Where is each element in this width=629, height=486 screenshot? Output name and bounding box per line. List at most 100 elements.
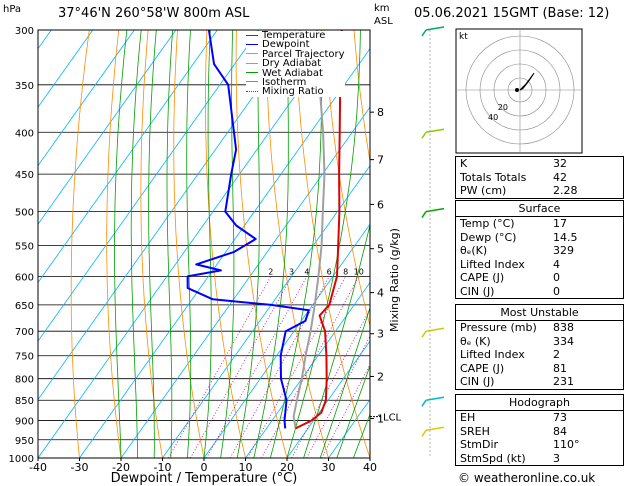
- mu-value: 2: [553, 348, 560, 361]
- temperature-tick-label: 10: [239, 461, 253, 474]
- mixing-ratio-line: [247, 276, 346, 458]
- surface-value: 14.5: [553, 230, 578, 244]
- wet-adiabat: [236, 30, 260, 458]
- indices-table: K 32 Totals Totals 42 PW (cm) 2.28: [455, 156, 624, 199]
- surface-value: 0: [553, 271, 560, 284]
- wet-adiabat: [166, 30, 174, 458]
- surface-row: CIN (J) 0: [456, 285, 623, 299]
- x-axis-label: Dewpoint / Temperature (°C): [111, 471, 298, 486]
- surface-label: CIN (J): [460, 284, 495, 298]
- mu-value: 81: [553, 361, 567, 375]
- mixing-ratio-line: [190, 276, 292, 458]
- dry-adiabat: [324, 30, 370, 328]
- mixing-ratio-label: 4: [304, 267, 309, 276]
- wind-barb-tick: [421, 29, 427, 37]
- pressure-tick-label: 350: [15, 81, 34, 92]
- location-title: 37°46'N 260°58'W 800m ASL: [58, 6, 250, 21]
- dry-adiabat: [235, 30, 288, 458]
- pressure-tick-label: 500: [15, 208, 34, 219]
- pressure-tick-label: 400: [15, 128, 34, 139]
- temperature-tick-label: 40: [363, 461, 377, 474]
- temperature-tick-label: 30: [322, 461, 336, 474]
- wind-barb: [425, 327, 445, 332]
- wet-adiabat: [336, 364, 370, 458]
- storm-motion-marker: [515, 88, 519, 92]
- surface-value: 17: [553, 217, 567, 230]
- parcel-trajectory-line: [292, 30, 326, 429]
- wet-adiabat: [220, 30, 235, 458]
- km-tick-label: 8: [377, 106, 384, 119]
- km-tick-label: 1: [377, 413, 384, 426]
- legend-swatch: [246, 62, 258, 64]
- index-label: Totals Totals: [460, 170, 527, 184]
- index-value: 42: [553, 170, 567, 184]
- dry-adiabat: [353, 30, 370, 164]
- mixing-ratio-line: [306, 335, 370, 458]
- temperature-tick-label: -20: [112, 461, 130, 474]
- dry-adiabat: [140, 30, 163, 458]
- mu-label: θₑ (K): [460, 334, 491, 348]
- mu-label: CAPE (J): [460, 361, 505, 375]
- legend-label: Parcel Trajectory: [262, 48, 345, 60]
- pressure-unit-label: hPa: [3, 4, 22, 15]
- pressure-tick-label: 550: [15, 241, 34, 252]
- legend-label: Mixing Ratio: [262, 86, 324, 98]
- km-tick-label: 5: [377, 243, 384, 256]
- mixing-ratio-line: [261, 276, 360, 458]
- legend-entry: Temperature: [246, 31, 345, 41]
- dry-adiabat: [106, 30, 122, 458]
- km-tick-label: 7: [377, 154, 384, 167]
- hodo-row: StmDir 110°: [456, 438, 623, 452]
- isotherm: [38, 30, 177, 225]
- pressure-tick-label: 850: [15, 396, 34, 407]
- wind-barb: [425, 426, 445, 432]
- km-tick-label: 2: [377, 370, 384, 383]
- isotherm: [38, 30, 301, 401]
- mu-row: Lifted Index 2: [456, 348, 623, 362]
- dry-adiabat: [70, 30, 90, 458]
- hodo-label: SREH: [460, 424, 490, 438]
- wet-adiabat: [270, 30, 323, 458]
- mu-value: 838: [553, 321, 574, 334]
- isotherm: [245, 281, 370, 458]
- surface-row: Lifted Index 4: [456, 258, 623, 272]
- hodograph-table: Hodograph EH 73 SREH 84 StmDir 110° StmSpd (kt…: [455, 394, 624, 466]
- dry-adiabat: [265, 30, 329, 458]
- index-value: 2.28: [553, 184, 578, 197]
- isotherm: [38, 30, 218, 284]
- km-tick-label: 4: [377, 287, 384, 300]
- legend-entry: Wet Adiabat: [246, 68, 345, 78]
- wet-adiabat: [319, 306, 370, 458]
- pressure-tick-label: 900: [15, 417, 34, 428]
- mu-value: 231: [553, 375, 574, 388]
- hodograph-title: Hodograph: [456, 395, 623, 411]
- asl-label: ASL: [374, 16, 393, 27]
- pressure-tick-label: 600: [15, 272, 34, 283]
- wind-barb-tick: [421, 330, 427, 338]
- hodo-row: StmSpd (kt) 3: [456, 452, 623, 466]
- surface-table: Surface Temp (°C) 17 Dewp (°C) 14.5 θₑ(K) 329…: [455, 200, 624, 299]
- legend-label: Isotherm: [262, 76, 307, 88]
- isotherm: [38, 30, 343, 458]
- temperature-tick-label: 20: [280, 461, 294, 474]
- legend-entry: Parcel Trajectory: [246, 48, 345, 60]
- wet-adiabat: [114, 30, 128, 458]
- surface-row: CAPE (J) 0: [456, 271, 623, 285]
- wet-adiabat: [130, 30, 142, 458]
- index-value: 32: [553, 157, 567, 170]
- wind-barb: [425, 128, 445, 134]
- surface-row: θₑ(K) 329: [456, 244, 623, 258]
- temperature-tick-label: -10: [154, 461, 172, 474]
- wet-adiabat: [253, 30, 289, 458]
- legend-swatch: [246, 90, 258, 92]
- lcl-label: LCL: [383, 413, 402, 424]
- surface-label: θₑ(K): [460, 244, 488, 257]
- hodograph-trace: [519, 72, 535, 91]
- surface-label: CAPE (J): [460, 271, 505, 284]
- hodo-value: 84: [553, 424, 567, 438]
- surface-value: 4: [553, 257, 560, 271]
- mu-value: 334: [553, 334, 574, 348]
- mu-row: Pressure (mb) 838: [456, 321, 623, 335]
- legend-label: Dry Adiabat: [262, 58, 322, 70]
